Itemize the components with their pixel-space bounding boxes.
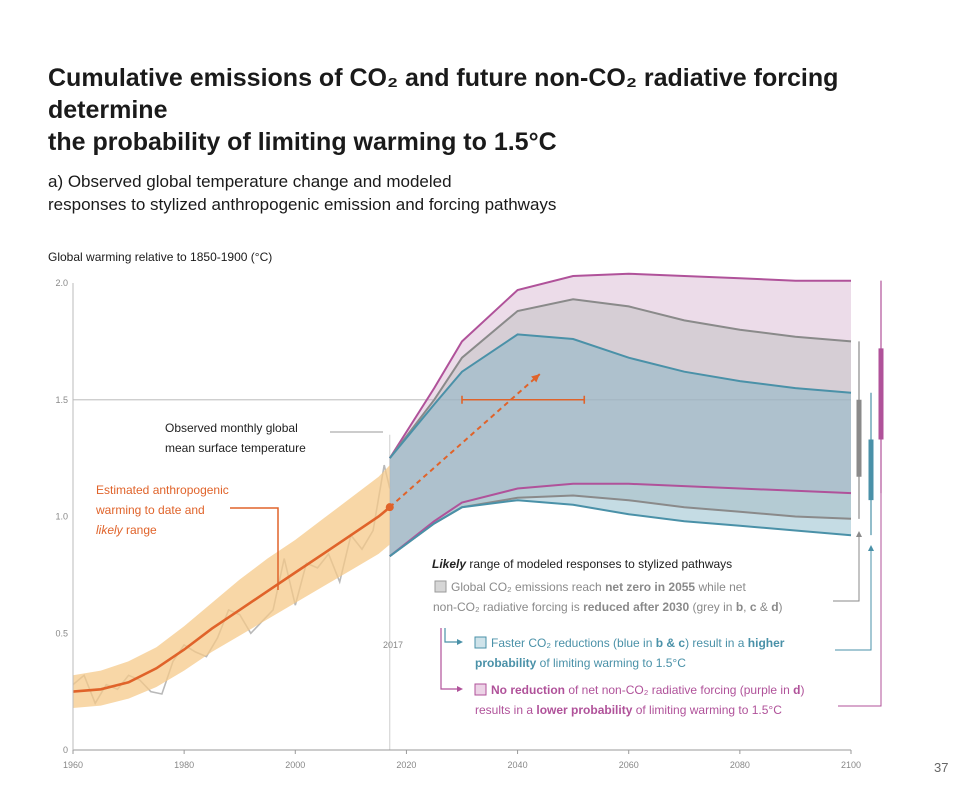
purple-band [389, 273, 851, 557]
grey-legend-swatch [434, 580, 447, 593]
panel-subtitle-line1: a) Observed global temperature change an… [48, 172, 452, 191]
blue-band-lower-line [389, 499, 852, 558]
blue-band-upper-line [389, 333, 852, 459]
blue-legend-line2: probability of limiting warming to 1.5°C [475, 656, 686, 670]
blue-l2-a: probability [475, 656, 537, 670]
grey-l1-b: net zero in 2055 [605, 580, 695, 594]
purple-legend-connector [838, 284, 882, 707]
anthro-label-line1: Estimated anthropogenic [96, 483, 229, 497]
anthropogenic-warming-line [72, 506, 391, 693]
x-tick-label: 2020 [396, 760, 416, 770]
purple-legend-line2: results in a lower probability of limiti… [475, 703, 782, 717]
main-title-line2: the probability of limiting warming to 1… [48, 128, 557, 156]
observed-label-line2: mean surface temperature [165, 441, 306, 455]
blue-l1-a: Faster CO₂ reductions (blue in [491, 636, 656, 650]
grey-l2-e: , [743, 600, 750, 614]
panel-subtitle: a) Observed global temperature change an… [48, 170, 748, 216]
purple-legend-arrow-in [440, 628, 458, 690]
x-tick-label: 2100 [841, 760, 861, 770]
grey-legend-line1: Global CO₂ emissions reach net zero in 2… [451, 580, 746, 594]
projection-arrow-layer [389, 373, 586, 508]
grey-legend-connector [833, 535, 860, 602]
blue-arrow-in-head [457, 639, 463, 645]
purple-l1-d: ) [800, 683, 804, 697]
x-tick-label: 1980 [174, 760, 194, 770]
anthro-range-word: range [123, 523, 157, 537]
anthro-label-line2: warming to date and [95, 503, 205, 517]
blue-legend-arrow-in [444, 628, 458, 643]
y-tick-label: 1.0 [55, 512, 68, 522]
y-axis-title: Global warming relative to 1850-1900 (°C… [48, 250, 273, 264]
purple-l2-c: of limiting warming to 1.5°C [632, 703, 782, 717]
page-number: 37 [934, 760, 949, 775]
projection-bands [388, 272, 852, 558]
anthropogenic-likely-band [73, 465, 390, 708]
x-tick-label: 1960 [63, 760, 83, 770]
likely-range-italic: Likely [432, 557, 467, 571]
purple-arrow-in-head [457, 686, 463, 692]
purple-band-lower-line [389, 482, 852, 557]
likely-range-rest: range of modeled responses to stylized p… [466, 557, 732, 571]
projection-arrow-head [531, 374, 540, 383]
purple-legend-line1: No reduction of net non-CO₂ radiative fo… [491, 683, 804, 697]
purple-l1-b: of net non-CO₂ radiative forcing (purple… [565, 683, 793, 697]
blue-legend-line1: Faster CO₂ reductions (blue in b & c) re… [491, 636, 785, 650]
grey-connector-arrowhead [856, 531, 862, 537]
blue-connector-arrowhead [868, 545, 874, 551]
panel-subtitle-line2: responses to stylized anthropogenic emis… [48, 195, 557, 214]
grey-l1-c: while net [695, 580, 746, 594]
blue-l2-b: of limiting warming to 1.5°C [536, 656, 686, 670]
grey-band-upper-line [389, 298, 852, 459]
grey-l2-c: (grey in [689, 600, 736, 614]
x-tick-label: 2040 [508, 760, 528, 770]
likely-range-heading: Likely range of modeled responses to sty… [432, 557, 732, 571]
grey-l2-f: c [750, 600, 757, 614]
y-tick-label: 0.5 [55, 628, 68, 638]
blue-legend-swatch [474, 636, 487, 649]
grey-l2-i: ) [779, 600, 783, 614]
grey-legend-line2: non-CO₂ radiative forcing is reduced aft… [433, 600, 783, 614]
grey-l2-b: reduced after 2030 [583, 600, 689, 614]
main-title: Cumulative emissions of CO₂ and future n… [48, 62, 948, 158]
grey-l2-d: b [736, 600, 743, 614]
grey-l2-a: non-CO₂ radiative forcing is [433, 600, 583, 614]
blue-l1-b: b & c [656, 636, 686, 650]
x-tick-label: 2060 [619, 760, 639, 770]
grey-l2-h: d [771, 600, 778, 614]
purple-l2-b: lower probability [536, 703, 632, 717]
purple-l1-c: d [793, 683, 800, 697]
year-2017-label: 2017 [383, 640, 403, 650]
range-bars-2100 [856, 280, 884, 536]
anthro-label-line3: likely range [96, 523, 157, 537]
anthro-likely-word: likely [96, 523, 124, 537]
purple-band-upper-line [388, 272, 851, 459]
main-title-line1: Cumulative emissions of CO₂ and future n… [48, 64, 839, 124]
x-tick-label: 2080 [730, 760, 750, 770]
projection-arrow-line [389, 373, 541, 508]
grey-l2-g: & [757, 600, 772, 614]
blue-l1-c: ) result in a [685, 636, 748, 650]
purple-legend-swatch [474, 683, 487, 696]
purple-l1-a: No reduction [491, 683, 565, 697]
y-tick-label: 1.5 [55, 395, 68, 405]
y-tick-label: 0 [63, 745, 68, 755]
purple-l2-a: results in a [475, 703, 536, 717]
anthro-leader-line [230, 507, 279, 590]
x-tick-label: 2000 [285, 760, 305, 770]
chart-axes: 1960 1980 2000 2020 2040 2060 2080 2100 0 0.5 1.0 1… [55, 278, 861, 770]
anthropogenic-series [72, 465, 394, 708]
blue-legend-connector [835, 549, 872, 651]
observed-label-line1: Observed monthly global [165, 421, 298, 435]
legend-leader-lines [230, 284, 882, 707]
blue-l1-d: higher [748, 636, 785, 650]
y-tick-label: 2.0 [55, 278, 68, 288]
grey-l1-a: Global CO₂ emissions reach [451, 580, 605, 594]
